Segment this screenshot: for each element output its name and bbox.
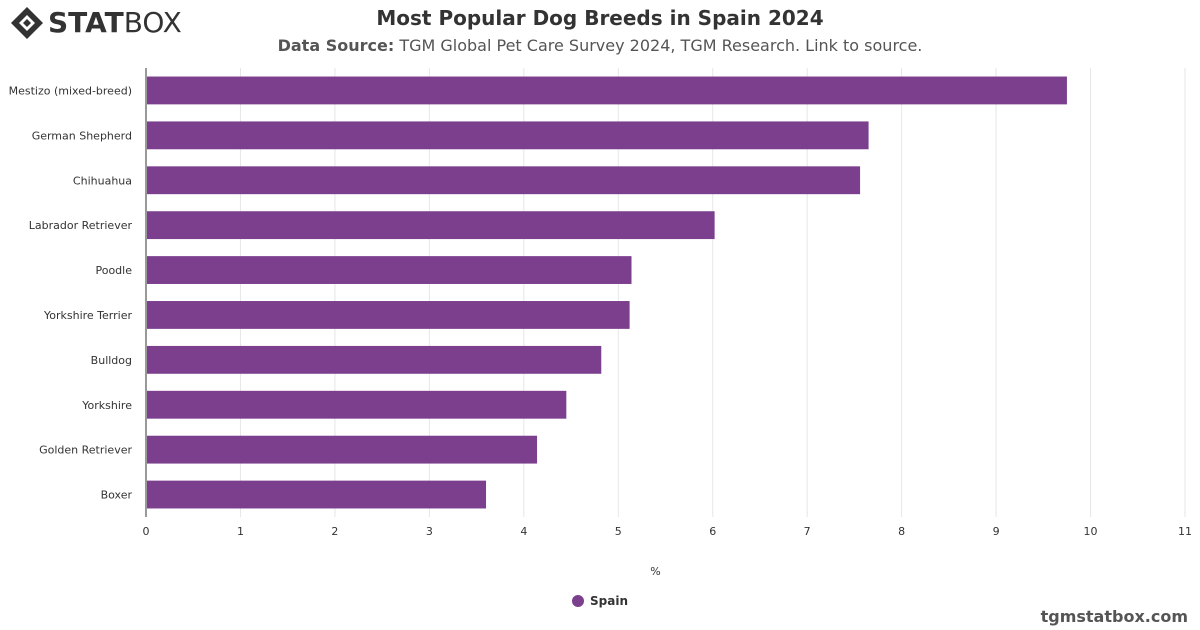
bar [147,256,632,284]
x-tick-label: 0 [143,525,150,538]
bar [147,390,567,419]
x-tick-label: 1 [237,525,244,538]
chart-legend[interactable]: Spain [0,594,1200,608]
bar [147,76,1067,105]
bar [147,345,602,374]
statbox-logo[interactable]: STATBOX [10,6,182,40]
x-tick-label: 2 [331,525,338,538]
chart-subtitle: Data Source: TGM Global Pet Care Survey … [0,36,1200,55]
y-tick-label: Boxer [101,489,133,502]
legend-marker [572,595,584,607]
x-tick-label: 3 [426,525,433,538]
y-tick-label: Labrador Retriever [29,219,133,232]
chart-title: Most Popular Dog Breeds in Spain 2024 [376,6,824,30]
logo-text-box: BOX [123,6,182,39]
x-tick-label: 5 [615,525,622,538]
y-tick-label: Chihuahua [73,174,132,187]
y-tick-label: German Shepherd [32,129,132,142]
bar [147,211,715,240]
legend-label: Spain [590,594,628,608]
data-source-label: Data Source: [277,36,395,55]
y-tick-label: Yorkshire [81,399,132,412]
x-tick-label: 4 [520,525,527,538]
y-tick-label: Golden Retriever [39,444,132,457]
y-tick-label: Poodle [95,264,132,277]
bar [147,121,869,150]
bar [147,166,861,195]
data-source-link[interactable]: TGM Global Pet Care Survey 2024, TGM Res… [399,36,923,55]
logo-text-stat: STAT [48,6,124,39]
x-tick-label: 6 [709,525,716,538]
x-tick-label: 8 [898,525,905,538]
bar [147,301,630,329]
statbox-logo-text: STATBOX [48,6,182,40]
x-tick-label: 11 [1178,525,1192,538]
y-tick-label: Mestizo (mixed-breed) [9,84,132,97]
bar [147,435,538,464]
x-tick-label: 7 [804,525,811,538]
bar [147,480,487,509]
y-tick-label: Yorkshire Terrier [43,309,132,322]
x-tick-label: 10 [1084,525,1098,538]
x-tick-label: 9 [993,525,1000,538]
statbox-logo-icon [11,7,43,39]
watermark: tgmstatbox.com [1040,607,1188,626]
y-tick-label: Bulldog [91,354,132,367]
x-axis-label: % [650,565,660,578]
